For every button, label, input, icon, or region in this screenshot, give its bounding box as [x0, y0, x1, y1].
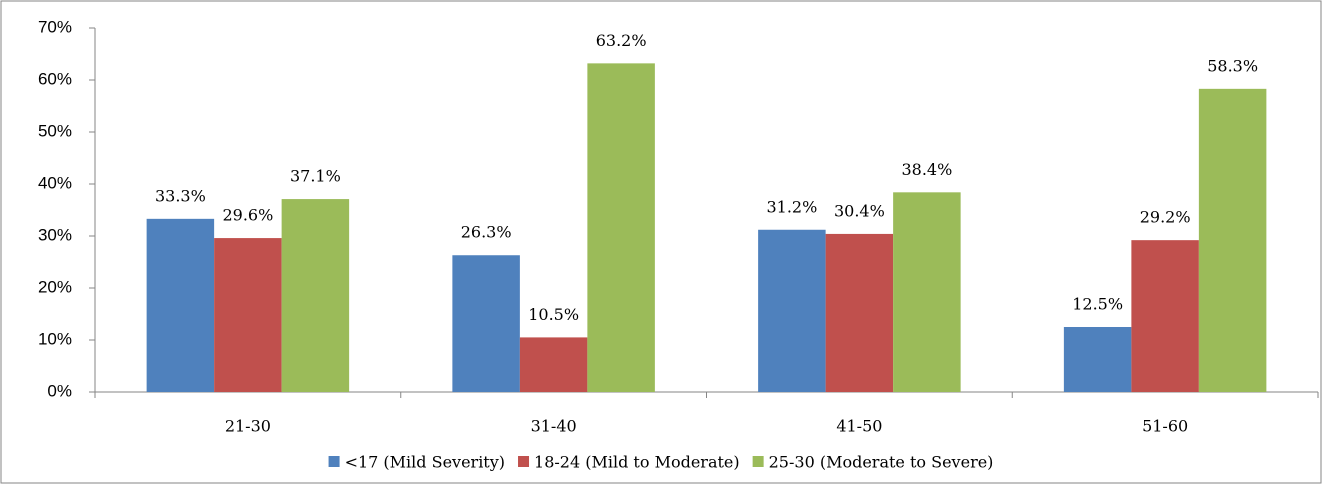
y-tick-label: 10%	[38, 329, 72, 348]
data-label: 30.4%	[834, 201, 885, 220]
legend-swatch	[518, 456, 530, 467]
legend-label: <17 (Mild Severity)	[345, 453, 505, 472]
data-label: 12.5%	[1072, 295, 1123, 314]
legend-swatch	[328, 456, 340, 467]
data-label: 29.6%	[222, 206, 273, 225]
data-label: 63.2%	[596, 31, 647, 50]
bar	[825, 233, 894, 392]
bar	[1131, 240, 1199, 392]
data-label: 29.2%	[1140, 208, 1191, 227]
data-label: 31.2%	[766, 197, 817, 216]
bar	[519, 337, 588, 392]
bar	[214, 238, 282, 392]
bar	[452, 255, 520, 392]
y-tick-label: 30%	[38, 225, 72, 244]
bar	[146, 218, 215, 392]
data-label: 33.3%	[155, 186, 206, 205]
y-tick-label: 40%	[38, 173, 72, 192]
y-tick-label: 0%	[47, 381, 72, 400]
data-label: 37.1%	[290, 167, 341, 186]
data-label: 38.4%	[901, 160, 952, 179]
x-tick-label: 41-50	[836, 417, 882, 436]
bar	[281, 199, 350, 392]
bar	[587, 63, 655, 393]
data-label: 10.5%	[528, 305, 579, 324]
bar	[893, 192, 961, 392]
legend-label: 18-24 (Mild to Moderate)	[534, 453, 740, 472]
bar	[758, 229, 826, 392]
bar	[1198, 88, 1267, 392]
x-tick-label: 21-30	[225, 417, 271, 436]
x-tick-label: 31-40	[531, 417, 577, 436]
data-label: 26.3%	[461, 223, 512, 242]
y-tick-label: 50%	[38, 121, 72, 140]
data-label: 58.3%	[1207, 56, 1258, 75]
legend-label: 25-30 (Moderate to Severe)	[769, 453, 994, 472]
legend-swatch	[752, 456, 764, 467]
y-tick-label: 20%	[38, 277, 72, 296]
y-tick-label: 60%	[38, 69, 72, 88]
x-tick-label: 51-60	[1142, 417, 1188, 436]
bar	[1063, 327, 1132, 392]
y-tick-label: 70%	[38, 17, 72, 36]
